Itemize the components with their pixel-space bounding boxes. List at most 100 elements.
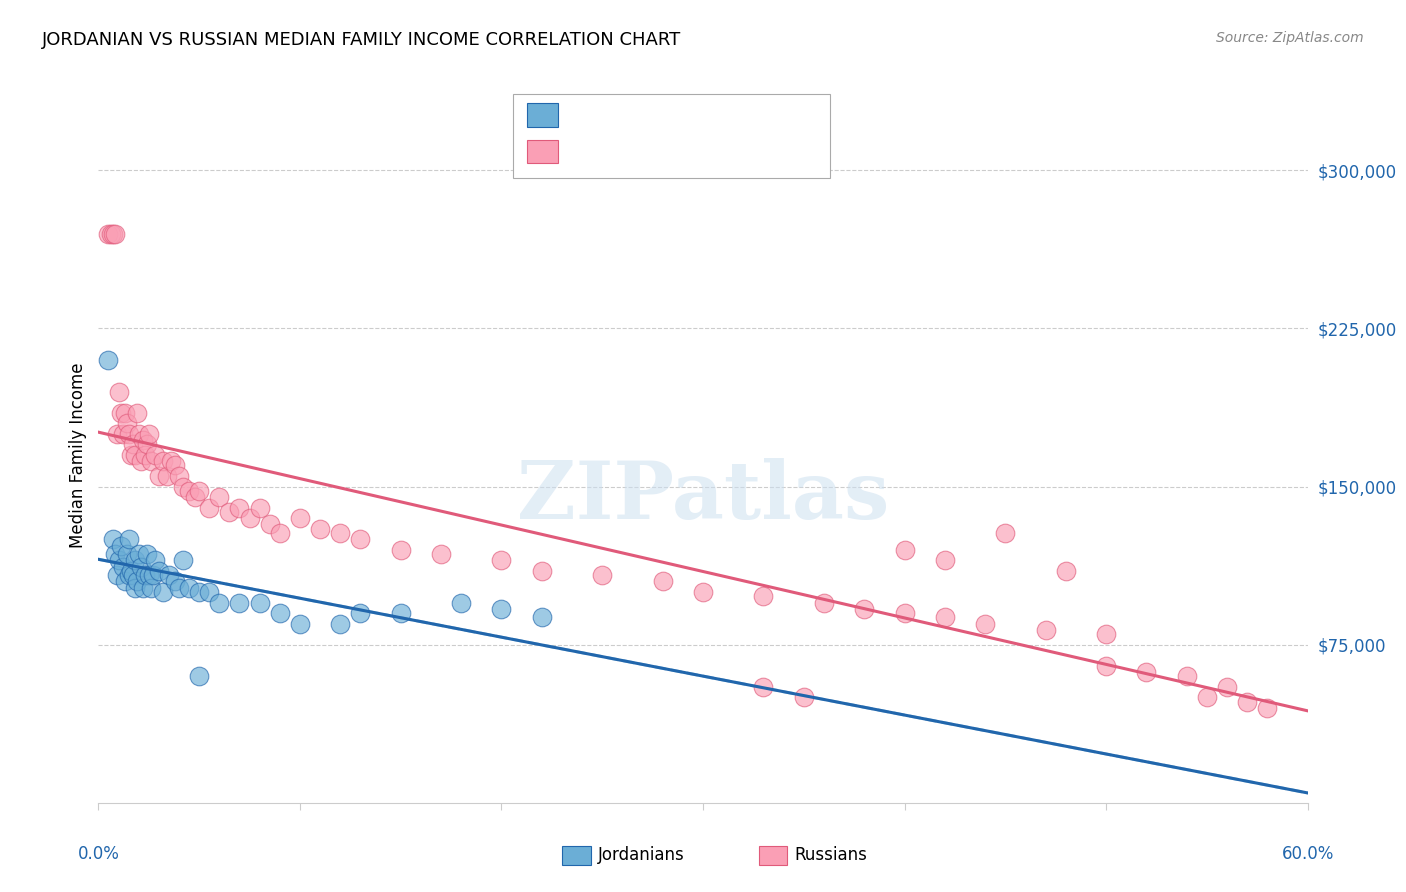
Text: 0.0%: 0.0% bbox=[77, 845, 120, 863]
Point bbox=[160, 454, 183, 468]
Point bbox=[1216, 680, 1239, 694]
Point bbox=[934, 553, 956, 567]
Point bbox=[491, 553, 513, 567]
Point bbox=[134, 568, 156, 582]
Point bbox=[288, 511, 311, 525]
Point bbox=[163, 574, 186, 589]
Text: N =: N = bbox=[671, 142, 707, 160]
Point bbox=[530, 564, 553, 578]
Point bbox=[167, 469, 190, 483]
Point bbox=[118, 568, 141, 582]
Point bbox=[184, 490, 207, 504]
Point bbox=[389, 542, 412, 557]
Point bbox=[752, 589, 775, 603]
Point bbox=[853, 602, 876, 616]
Point bbox=[110, 539, 132, 553]
Point bbox=[152, 454, 174, 468]
Point bbox=[101, 533, 124, 547]
Point bbox=[143, 553, 166, 567]
Point bbox=[188, 669, 211, 683]
Point bbox=[128, 426, 150, 441]
Point bbox=[1256, 701, 1278, 715]
Point bbox=[100, 227, 122, 241]
Point bbox=[97, 353, 120, 368]
Point bbox=[208, 595, 231, 609]
Point bbox=[450, 595, 472, 609]
Point bbox=[974, 616, 997, 631]
Point bbox=[114, 574, 136, 589]
Point bbox=[1095, 658, 1118, 673]
Point bbox=[349, 606, 371, 620]
Point bbox=[101, 227, 124, 241]
Point bbox=[188, 585, 211, 599]
Point bbox=[121, 437, 143, 451]
Point bbox=[134, 448, 156, 462]
Point bbox=[115, 417, 138, 431]
Point bbox=[110, 406, 132, 420]
Point bbox=[430, 547, 453, 561]
Point bbox=[249, 595, 271, 609]
Point bbox=[118, 533, 141, 547]
Text: 60.0%: 60.0% bbox=[1281, 845, 1334, 863]
Point bbox=[132, 433, 155, 447]
Point bbox=[1175, 669, 1198, 683]
Point bbox=[813, 595, 835, 609]
Point bbox=[249, 500, 271, 515]
Point bbox=[1095, 627, 1118, 641]
Text: 46: 46 bbox=[706, 106, 728, 124]
Point bbox=[172, 479, 194, 493]
Point bbox=[118, 426, 141, 441]
Point bbox=[1236, 695, 1258, 709]
Text: 73: 73 bbox=[706, 142, 730, 160]
Text: R =: R = bbox=[569, 106, 606, 124]
Point bbox=[128, 547, 150, 561]
Point bbox=[103, 227, 125, 241]
Point bbox=[228, 595, 250, 609]
Text: -0.189: -0.189 bbox=[605, 142, 664, 160]
Point bbox=[591, 568, 613, 582]
Point bbox=[893, 606, 915, 620]
Point bbox=[120, 564, 142, 578]
Point bbox=[111, 559, 134, 574]
Point bbox=[793, 690, 815, 705]
Point bbox=[228, 500, 250, 515]
Point bbox=[135, 547, 157, 561]
Point bbox=[138, 426, 160, 441]
Point bbox=[269, 525, 291, 540]
Point bbox=[120, 448, 142, 462]
Text: ZIPatlas: ZIPatlas bbox=[517, 458, 889, 536]
Point bbox=[288, 616, 311, 631]
Point bbox=[1035, 623, 1057, 637]
Point bbox=[177, 581, 201, 595]
Point bbox=[752, 680, 775, 694]
Y-axis label: Median Family Income: Median Family Income bbox=[69, 362, 87, 548]
Text: Russians: Russians bbox=[794, 846, 868, 863]
Point bbox=[1054, 564, 1077, 578]
Point bbox=[105, 568, 128, 582]
Point bbox=[530, 610, 553, 624]
Point bbox=[1135, 665, 1157, 679]
Point bbox=[491, 602, 513, 616]
Point bbox=[177, 483, 201, 498]
Point bbox=[188, 483, 211, 498]
Point bbox=[105, 426, 128, 441]
Point bbox=[139, 454, 162, 468]
Point bbox=[124, 581, 146, 595]
Point bbox=[259, 517, 281, 532]
Text: -0.067: -0.067 bbox=[605, 106, 664, 124]
Point bbox=[934, 610, 956, 624]
Point bbox=[132, 581, 155, 595]
Point bbox=[208, 490, 231, 504]
Point bbox=[107, 384, 129, 399]
Point bbox=[115, 547, 138, 561]
Point bbox=[198, 500, 221, 515]
Point bbox=[124, 553, 146, 567]
Point bbox=[329, 525, 352, 540]
Point bbox=[124, 448, 146, 462]
Point bbox=[129, 454, 152, 468]
Point bbox=[114, 406, 136, 420]
Point bbox=[139, 581, 162, 595]
Point bbox=[389, 606, 412, 620]
Point bbox=[125, 574, 148, 589]
Point bbox=[148, 469, 170, 483]
